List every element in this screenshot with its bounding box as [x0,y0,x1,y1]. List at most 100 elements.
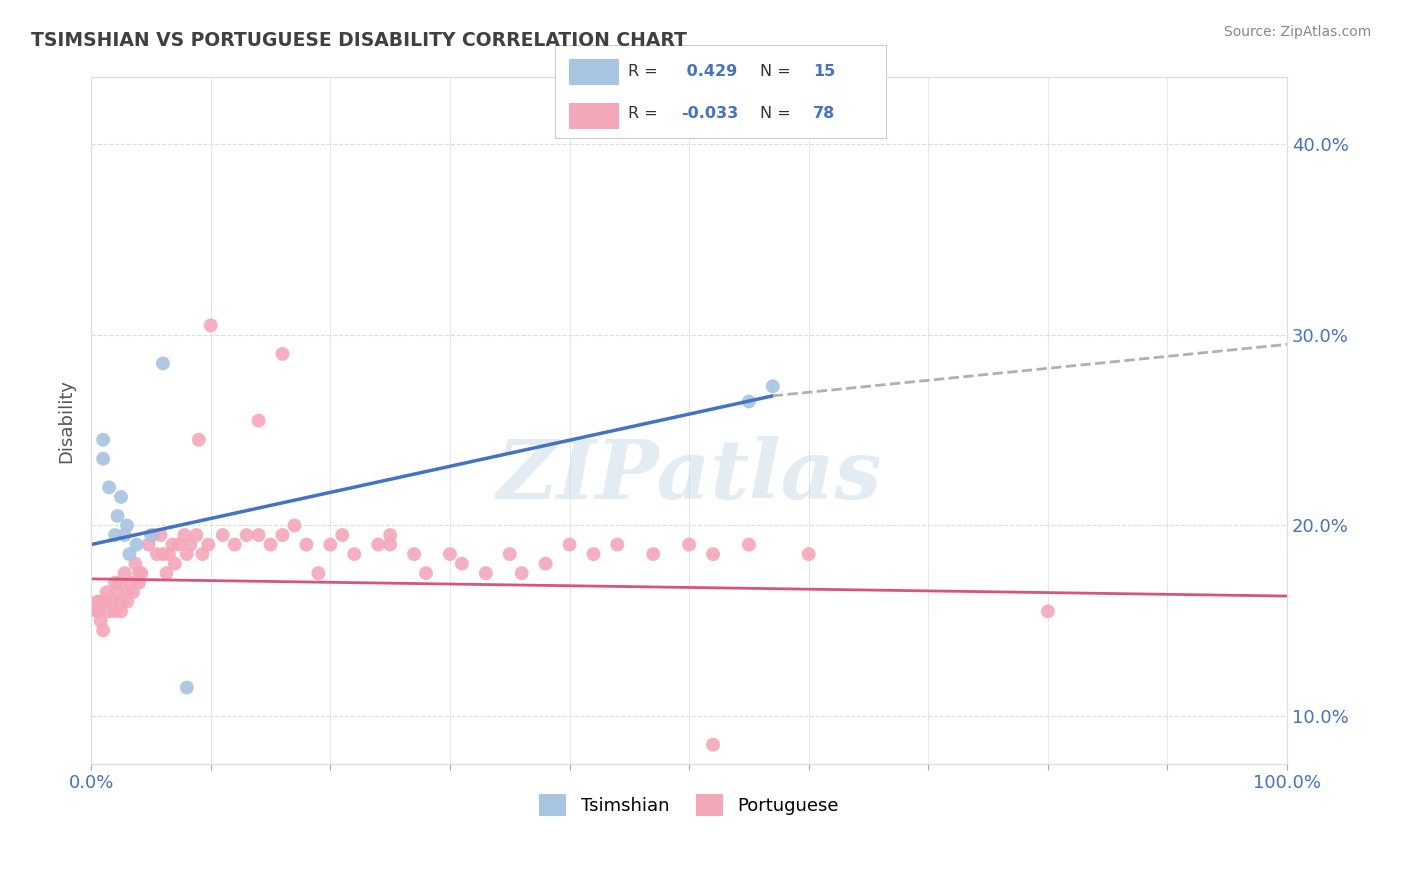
Point [702,738,724,752]
Point [283,518,305,533]
Text: TSIMSHIAN VS PORTUGUESE DISABILITY CORRELATION CHART: TSIMSHIAN VS PORTUGUESE DISABILITY CORRE… [31,31,686,50]
Point [475,566,498,581]
Point [378,528,401,542]
Point [534,557,557,571]
Point [91,624,114,638]
Point [131,566,153,581]
Point [330,528,353,542]
Point [163,557,186,571]
Text: N =: N = [761,106,792,121]
Point [176,681,198,695]
Point [510,566,533,581]
Point [128,575,150,590]
Point [977,795,1000,809]
Point [120,575,142,590]
Point [125,537,148,551]
Point [191,547,214,561]
Point [378,537,401,551]
Point [115,518,138,533]
Point [797,547,820,561]
Point [110,490,132,504]
Point [259,537,281,551]
Text: R =: R = [628,106,658,121]
Point [157,547,180,561]
Text: -0.033: -0.033 [681,106,738,121]
Point [558,537,581,551]
Point [235,528,257,542]
Point [98,604,121,618]
Point [439,547,461,561]
Point [343,547,366,561]
Point [247,414,270,428]
Point [118,547,141,561]
Text: ZIPatlas: ZIPatlas [496,435,882,516]
Point [124,557,146,571]
Text: 0.429: 0.429 [681,64,737,79]
Point [122,585,145,599]
Point [87,604,110,618]
Point [138,537,160,551]
Point [91,433,114,447]
FancyBboxPatch shape [568,103,620,129]
Point [200,318,222,333]
Point [606,537,628,551]
Point [307,566,329,581]
Point [107,585,129,599]
Point [90,614,112,628]
Point [582,547,605,561]
Point [107,508,129,523]
Point [110,604,132,618]
Point [176,547,198,561]
Point [155,566,177,581]
Point [96,585,118,599]
Point [415,566,437,581]
Point [211,528,233,542]
Point [858,766,880,780]
Point [114,566,136,581]
Point [98,480,121,494]
Point [271,347,294,361]
Text: 15: 15 [813,64,835,79]
Point [738,537,761,551]
Legend: Tsimshian, Portuguese: Tsimshian, Portuguese [531,787,846,823]
Point [104,528,127,542]
Point [367,537,389,551]
Point [104,604,127,618]
Point [295,537,318,551]
Point [104,575,127,590]
Point [179,537,201,551]
Point [271,528,294,542]
Text: R =: R = [628,64,658,79]
Point [90,595,112,609]
Point [187,433,209,447]
Point [762,379,785,393]
Point [702,547,724,561]
Point [149,528,172,542]
Point [94,595,117,609]
Text: N =: N = [761,64,792,79]
Point [152,547,174,561]
Point [110,595,132,609]
Point [738,394,761,409]
Point [643,547,665,561]
Point [499,547,522,561]
Point [86,595,108,609]
Point [115,585,138,599]
Point [152,356,174,370]
Point [1036,604,1059,618]
Text: 78: 78 [813,106,835,121]
Point [167,537,190,551]
Text: Source: ZipAtlas.com: Source: ZipAtlas.com [1223,25,1371,39]
Y-axis label: Disability: Disability [58,378,75,463]
Point [142,528,165,542]
Point [139,528,162,542]
Point [186,528,208,542]
Point [114,528,136,542]
Point [319,537,342,551]
Point [678,537,700,551]
Point [91,451,114,466]
Point [197,537,219,551]
Point [451,557,474,571]
Point [224,537,246,551]
Point [89,595,111,609]
